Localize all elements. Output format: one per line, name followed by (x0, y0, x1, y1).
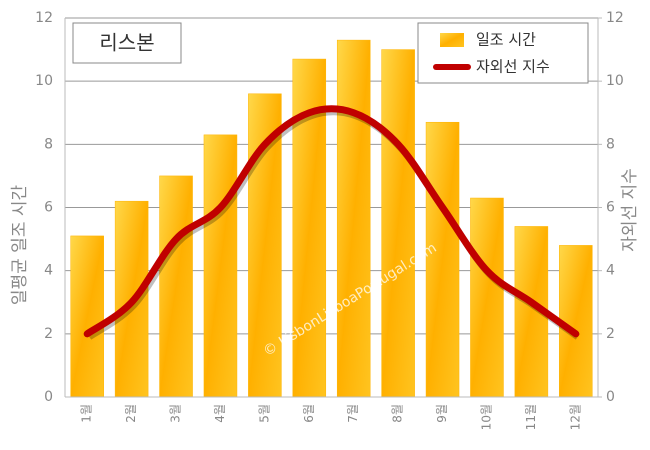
x-tick-label: 9월 (435, 404, 449, 423)
y-tick-label: 8 (44, 136, 53, 152)
x-tick-label: 10월 (479, 404, 493, 430)
y2-tick-label: 12 (606, 10, 624, 26)
title-box (72, 22, 182, 64)
x-tick-label: 3월 (169, 404, 183, 423)
legend-label: 일조 시간 (476, 31, 536, 49)
y2-tick-label: 6 (606, 200, 615, 216)
y-tick-label: 12 (35, 10, 53, 26)
x-tick-label: 1월 (80, 404, 94, 423)
bar (203, 134, 238, 398)
x-tick-label: 4월 (213, 404, 227, 423)
y2-tick-label: 10 (606, 73, 624, 89)
x-tick-label: 2월 (124, 404, 138, 423)
bar (70, 235, 104, 398)
bar (425, 121, 460, 398)
bar (559, 245, 593, 398)
x-tick-label: 6월 (302, 404, 316, 423)
bar (336, 39, 371, 398)
bar (470, 197, 504, 398)
y2-tick-label: 4 (606, 263, 615, 279)
x-tick-label: 8월 (391, 404, 405, 423)
bar (159, 175, 193, 398)
y-tick-label: 2 (44, 326, 53, 342)
y-axis-label: 일평균 일조 시간 (10, 185, 30, 306)
line (83, 105, 580, 338)
legend-swatch (440, 33, 464, 47)
y-tick-label: 6 (44, 200, 53, 216)
x-tick-label: 12월 (568, 404, 582, 430)
x-tick-label: 11월 (524, 404, 538, 430)
bar (381, 49, 415, 398)
x-tick-label: 5월 (257, 404, 271, 423)
y-tick-label: 4 (44, 263, 53, 279)
legend-label: 자외선 지수 (476, 58, 550, 76)
y2-axis-label: 자외선 지수 (620, 168, 640, 252)
y-tick-label: 0 (44, 389, 53, 405)
y2-tick-label: 2 (606, 326, 615, 342)
y2-tick-label: 8 (606, 136, 615, 152)
chart-title: 리스본 (99, 31, 154, 55)
x-tick-label: 7월 (346, 404, 360, 423)
y-tick-label: 10 (35, 73, 53, 89)
y2-tick-label: 0 (606, 389, 615, 405)
